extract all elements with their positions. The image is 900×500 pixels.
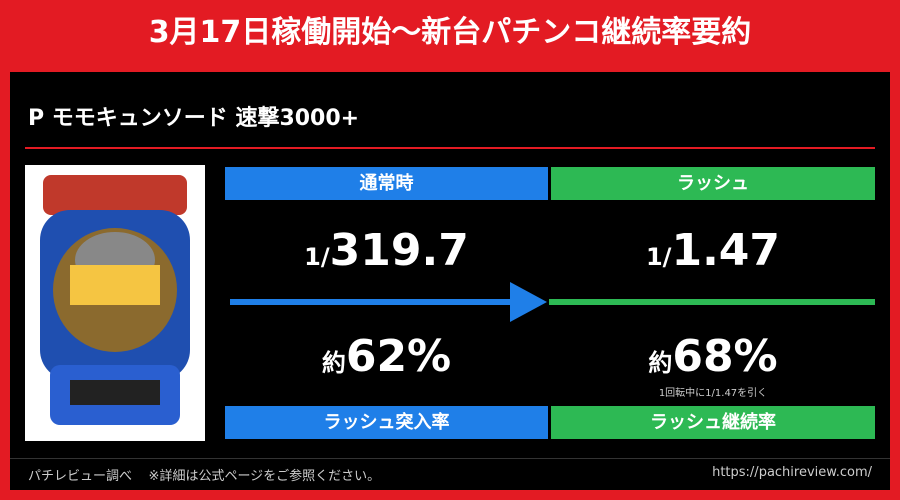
rush-rate: 約68% bbox=[551, 332, 875, 388]
footer-url: https://pachireview.com/ bbox=[712, 465, 872, 480]
normal-rate: 約62% bbox=[225, 332, 548, 388]
footer-source: パチレビュー調べ ※詳細は公式ページをご参照ください。 bbox=[28, 465, 380, 484]
footer-line bbox=[10, 458, 890, 459]
odds-value: 1.47 bbox=[671, 225, 781, 276]
rate-value: 62% bbox=[345, 331, 452, 382]
arrow bbox=[230, 282, 875, 322]
rate-prefix: 約 bbox=[648, 349, 673, 377]
source: パチレビュー調べ bbox=[28, 469, 133, 484]
entry-rate-label: ラッシュ突入率 bbox=[225, 406, 548, 439]
odds-prefix: 1/ bbox=[304, 243, 330, 271]
disclaimer: ※詳細は公式ページをご参照ください。 bbox=[148, 469, 381, 484]
odds-value: 319.7 bbox=[329, 225, 469, 276]
rush-note: 1回転中に1/1.47を引く bbox=[658, 388, 768, 399]
odds-prefix: 1/ bbox=[645, 243, 672, 271]
machine-name: P モモキュンソード 速撃3000+ bbox=[28, 106, 360, 131]
rate-prefix: 約 bbox=[321, 349, 346, 377]
rate-value: 68% bbox=[672, 331, 778, 382]
header-title: 3月17日稼働開始〜新台パチンコ継続率要約 bbox=[148, 15, 752, 50]
rush-label: ラッシュ bbox=[551, 167, 875, 200]
separator bbox=[25, 147, 875, 149]
normal-odds: 1/319.7 bbox=[225, 226, 548, 282]
continue-rate-label: ラッシュ継続率 bbox=[551, 406, 875, 439]
rush-odds: 1/1.47 bbox=[551, 226, 875, 282]
normal-label: 通常時 bbox=[225, 167, 548, 200]
machine-image bbox=[25, 165, 205, 441]
